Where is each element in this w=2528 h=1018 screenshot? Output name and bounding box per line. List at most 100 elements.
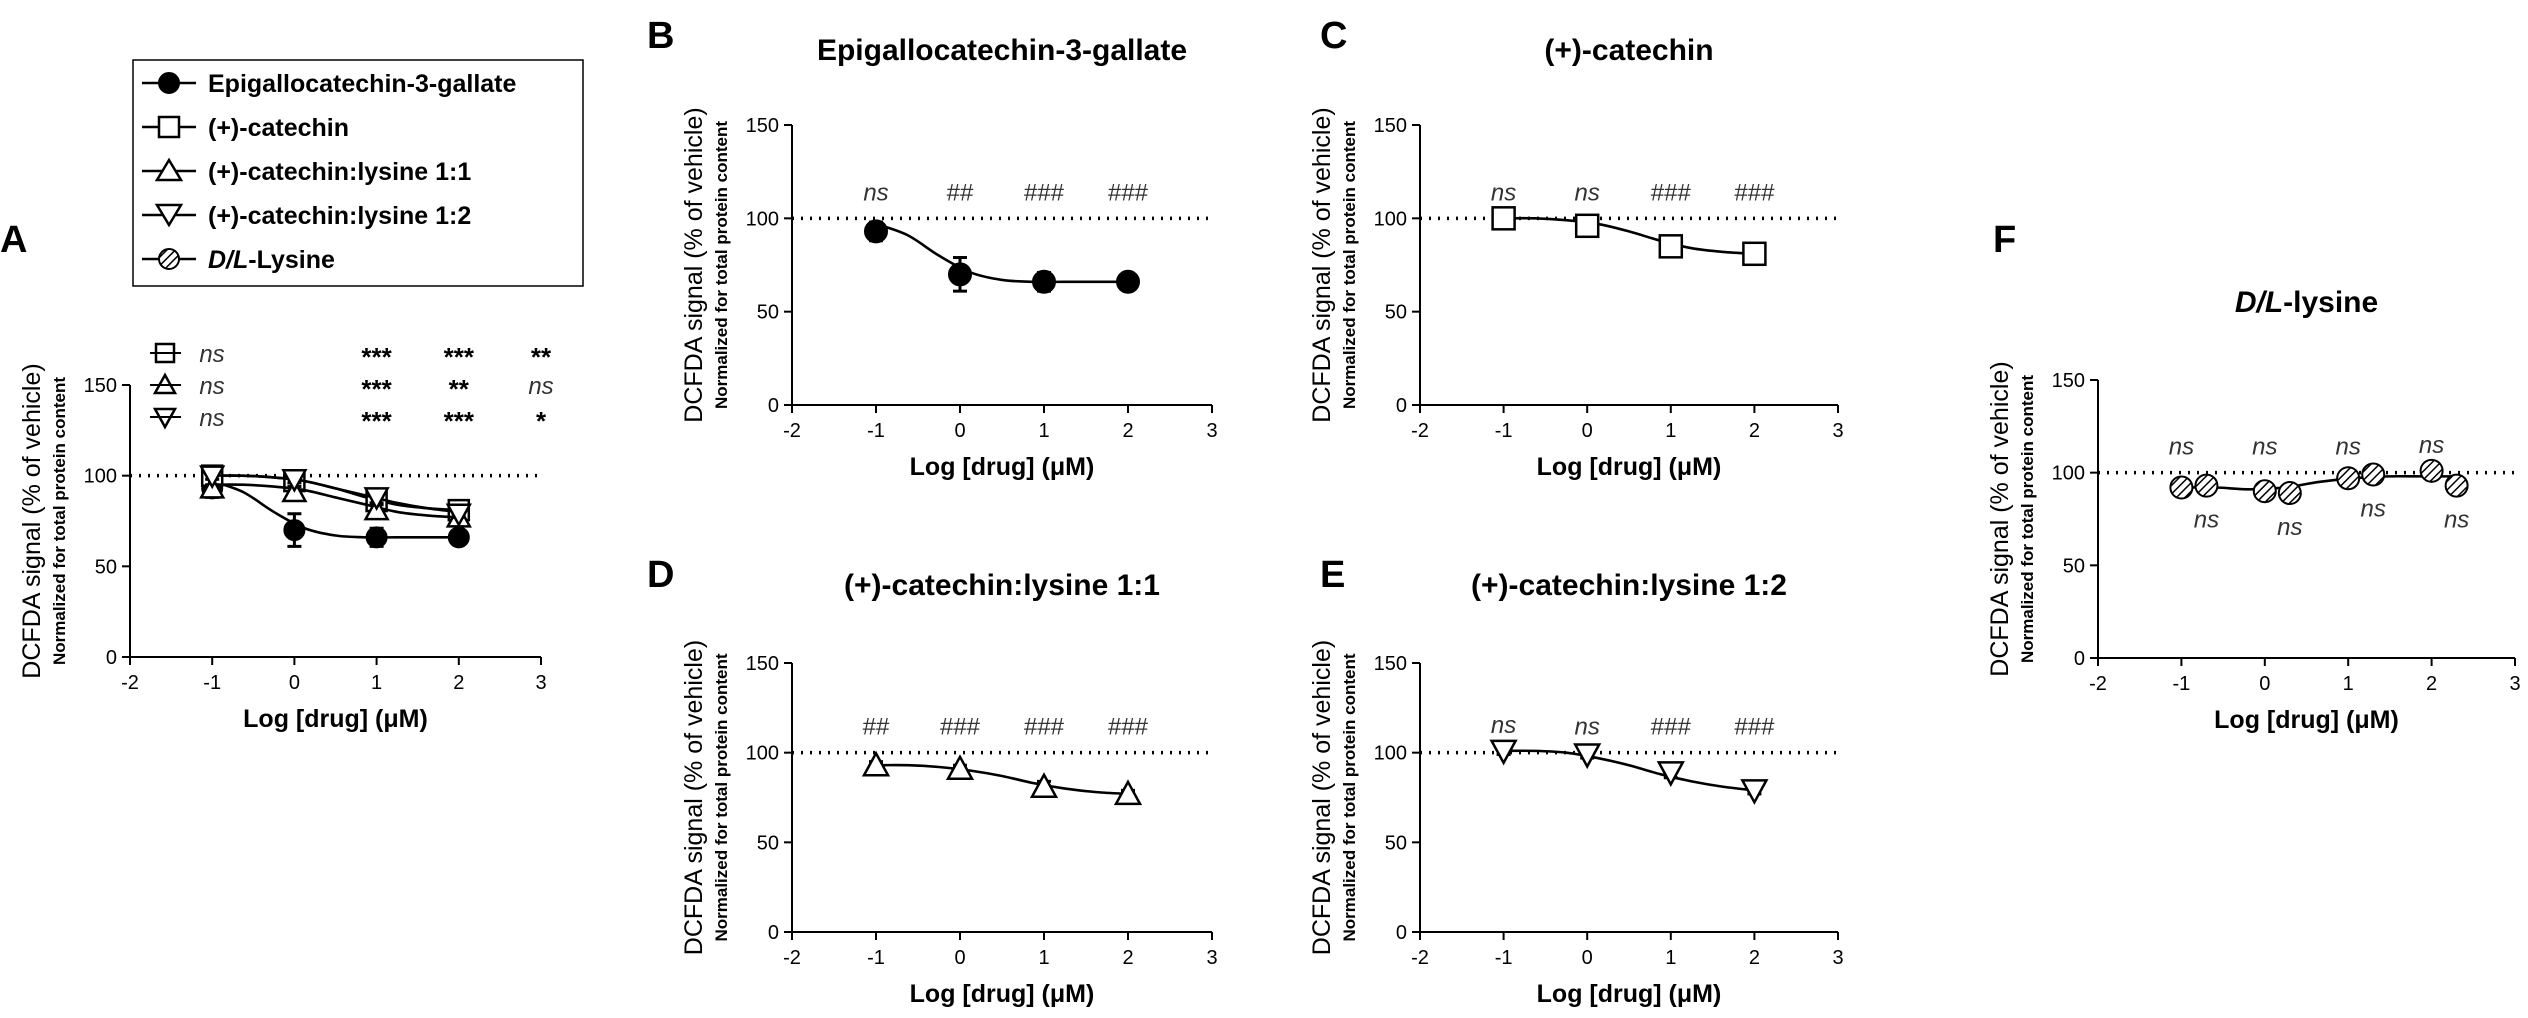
significance-annotation: ns bbox=[2277, 514, 2302, 541]
series-square bbox=[1491, 206, 1767, 267]
hatched-circle-marker bbox=[2169, 475, 2194, 500]
x-tick-label: 1 bbox=[1038, 420, 1049, 442]
fit-curve bbox=[875, 222, 1128, 284]
fit-curve bbox=[212, 474, 459, 514]
circle-marker bbox=[365, 526, 388, 549]
circle-marker bbox=[1032, 269, 1056, 294]
y-tick-label: 0 bbox=[1396, 922, 1407, 944]
y-axis-sublabel: Normalized for total protein content bbox=[50, 377, 69, 665]
y-tick-label: 100 bbox=[746, 743, 779, 765]
triangle-up-marker bbox=[861, 750, 891, 777]
chart-title-italic: D/L bbox=[2235, 286, 2283, 319]
chart-title: (+)-catechin bbox=[1544, 34, 1713, 67]
x-tick-label: -1 bbox=[1495, 947, 1513, 969]
significance-annotation: ### bbox=[1108, 714, 1149, 741]
square-marker bbox=[1742, 241, 1767, 267]
y-tick-label: 50 bbox=[757, 832, 779, 854]
y-tick-label: 50 bbox=[757, 302, 779, 324]
x-tick-label: 0 bbox=[1582, 947, 1593, 969]
significance-annotation: ns bbox=[2444, 507, 2469, 534]
x-tick-label: -1 bbox=[203, 672, 221, 694]
series-hatched-circle bbox=[2169, 458, 2469, 506]
x-axis-label: Log [drug] (μM) bbox=[243, 705, 428, 733]
x-tick-label: 2 bbox=[1749, 947, 1760, 969]
x-tick-label: -2 bbox=[1411, 420, 1429, 442]
circle-marker bbox=[447, 526, 470, 549]
fit-curve bbox=[875, 763, 1129, 796]
y-axis-sublabel: Normalized for total protein content bbox=[1340, 121, 1359, 409]
legend-label-rest: -Lysine bbox=[248, 246, 335, 274]
triangle-up-marker bbox=[945, 754, 975, 781]
significance-annotation: ns bbox=[2419, 432, 2444, 459]
y-tick-label: 150 bbox=[1374, 653, 1407, 675]
circle-marker bbox=[948, 262, 972, 287]
legend-entry-catechin-lysine-1-1: (+)-catechin:lysine 1:1 bbox=[142, 157, 471, 186]
y-axis-sublabel: Normalized for total protein content bbox=[712, 653, 731, 941]
fit-curve bbox=[1503, 749, 1755, 792]
y-axis-label: DCFDA signal (% of vehicle) bbox=[1308, 107, 1336, 422]
legend-label: (+)-catechin:lysine 1:2 bbox=[208, 202, 471, 230]
significance-annotation: ### bbox=[1024, 714, 1065, 741]
y-tick-label: 100 bbox=[84, 466, 117, 488]
y-tick-label: 100 bbox=[2052, 463, 2085, 485]
x-tick-label: -2 bbox=[121, 672, 139, 694]
panel-label: F bbox=[1993, 219, 2016, 261]
significance-row: ns *** ** ns bbox=[150, 372, 554, 404]
x-tick-label: 1 bbox=[1665, 947, 1676, 969]
chart-title: (+)-catechin:lysine 1:1 bbox=[844, 569, 1160, 602]
y-axis-label: DCFDA signal (% of vehicle) bbox=[18, 363, 46, 678]
significance-annotation: ### bbox=[940, 714, 981, 741]
fit-curve bbox=[212, 474, 459, 512]
y-tick-label: 150 bbox=[746, 653, 779, 675]
significance-cell: ns bbox=[199, 405, 224, 432]
x-tick-label: 2 bbox=[453, 672, 464, 694]
chart-panel-e: E (+)-catechin:lysine 1:2 -2 -1 0 1 2 3 0 50 100 15… bbox=[1308, 554, 1844, 1008]
x-axis-label: Log [drug] (μM) bbox=[1537, 980, 1722, 1008]
y-tick-label: 150 bbox=[2052, 370, 2085, 392]
series-triangle-down bbox=[199, 465, 472, 528]
panel-label: A bbox=[0, 219, 27, 261]
x-tick-label: 1 bbox=[2343, 673, 2354, 695]
significance-cell: *** bbox=[444, 342, 475, 372]
significance-cell: ns bbox=[199, 341, 224, 368]
significance-cell: ns bbox=[199, 373, 224, 400]
x-tick-label: 3 bbox=[535, 672, 546, 694]
significance-cell: *** bbox=[361, 406, 392, 436]
legend-label: D/L-Lysine bbox=[208, 246, 335, 274]
legend-entry-catechin: (+)-catechin bbox=[142, 114, 349, 142]
chart-panel-a: A -2 -1 0 1 2 3 0 50 100 150 Log [drug] (μM) DCFDA s… bbox=[0, 219, 554, 733]
x-axis-label: Log [drug] (μM) bbox=[1537, 453, 1722, 481]
hatched-circle-marker bbox=[2277, 481, 2302, 506]
y-tick-label: 0 bbox=[768, 395, 779, 417]
significance-cell: *** bbox=[361, 342, 392, 372]
y-tick-label: 50 bbox=[1385, 832, 1407, 854]
y-tick-label: 50 bbox=[1385, 302, 1407, 324]
circle-marker bbox=[283, 519, 306, 542]
legend-label: (+)-catechin:lysine 1:1 bbox=[208, 158, 471, 186]
fit-curve bbox=[212, 483, 459, 519]
chart-panel-f: F D/L-lysine -2 -1 0 1 2 3 0 50 100 150 Log [drug] (… bbox=[1986, 219, 2521, 734]
y-axis-label: DCFDA signal (% of vehicle) bbox=[1308, 640, 1336, 955]
x-tick-label: 2 bbox=[1122, 947, 1133, 969]
circle-marker bbox=[864, 219, 888, 244]
y-tick-label: 0 bbox=[1396, 395, 1407, 417]
significance-annotation: ns bbox=[2194, 507, 2219, 534]
triangle-down-marker bbox=[1573, 743, 1602, 770]
significance-annotation: ns bbox=[1491, 179, 1516, 206]
significance-annotation: ns bbox=[2336, 434, 2361, 461]
x-tick-label: -2 bbox=[2089, 673, 2107, 695]
chart-panel-d: D (+)-catechin:lysine 1:1 -2 -1 0 1 2 3 0 50 100 15… bbox=[647, 554, 1218, 1008]
significance-annotation: ### bbox=[1734, 714, 1775, 741]
x-tick-label: -1 bbox=[867, 947, 885, 969]
y-tick-label: 150 bbox=[746, 115, 779, 137]
chart-panel-c: C (+)-catechin -2 -1 0 1 2 3 0 50 100 150 Log [drug]… bbox=[1308, 15, 1844, 481]
significance-annotation: ### bbox=[1651, 179, 1692, 206]
x-tick-label: 0 bbox=[954, 420, 965, 442]
legend-box bbox=[132, 59, 584, 287]
significance-annotation: ### bbox=[1108, 179, 1149, 206]
y-axis-label: DCFDA signal (% of vehicle) bbox=[680, 640, 708, 955]
significance-row: ns *** *** * bbox=[150, 405, 547, 436]
triangle-down-marker bbox=[281, 469, 308, 493]
x-axis-label: Log [drug] (μM) bbox=[2214, 706, 2399, 734]
